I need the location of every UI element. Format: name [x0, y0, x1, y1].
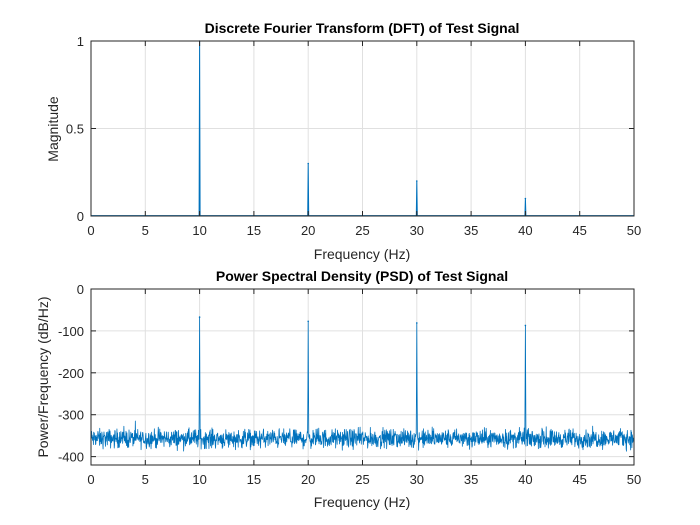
- psd-peak-30hz: [416, 322, 418, 324]
- psd-title: Power Spectral Density (PSD) of Test Sig…: [216, 268, 508, 284]
- psd-xlabel: Frequency (Hz): [314, 494, 410, 510]
- dft-xtick-label: 20: [301, 223, 315, 238]
- dft-xtick-label: 30: [410, 223, 424, 238]
- psd-xtick-label: 35: [464, 472, 478, 487]
- psd-xtick-label: 50: [627, 472, 641, 487]
- psd-xtick-label: 5: [142, 472, 149, 487]
- dft-ytick-label: 0.5: [66, 122, 84, 137]
- psd-peak-40hz: [524, 324, 527, 327]
- dft-xtick-label: 45: [572, 223, 586, 238]
- dft-xtick-label: 15: [247, 223, 261, 238]
- psd-xtick-label: 45: [572, 472, 586, 487]
- psd-xtick-label: 25: [355, 472, 369, 487]
- dft-ytick-label: 0: [77, 209, 84, 224]
- dft-xtick-label: 35: [464, 223, 478, 238]
- psd-ytick-label: -300: [58, 408, 84, 423]
- psd-ylabel: Power/Frequency (dB/Hz): [35, 296, 51, 457]
- dft-chart: Discrete Fourier Transform (DFT) of Test…: [45, 20, 641, 262]
- psd-series-line: [90, 316, 635, 452]
- psd-axes: [90, 288, 635, 466]
- psd-ytick-label: 0: [77, 282, 84, 297]
- psd-chart: Power Spectral Density (PSD) of Test Sig…: [35, 268, 641, 510]
- dft-xtick-label: 50: [627, 223, 641, 238]
- dft-peak-30hz: [416, 180, 418, 182]
- psd-peak-20hz: [307, 320, 310, 323]
- psd-xtick-label: 15: [247, 472, 261, 487]
- dft-xtick-label: 40: [518, 223, 532, 238]
- dft-xtick-label: 25: [355, 223, 369, 238]
- psd-ytick-label: -200: [58, 366, 84, 381]
- dft-peak-20hz: [307, 162, 310, 165]
- dft-xtick-label: 0: [87, 223, 94, 238]
- dft-tick-labels: 0 5 10 15 20 25 30 35 40 45 50 0 0.5 1: [66, 34, 641, 238]
- dft-xlabel: Frequency (Hz): [314, 246, 410, 262]
- dft-title: Discrete Fourier Transform (DFT) of Test…: [205, 20, 520, 36]
- psd-xtick-label: 40: [518, 472, 532, 487]
- psd-tick-labels: 0 5 10 15 20 25 30 35 40 45 50 0 -100 -200 -300 -400: [58, 282, 641, 487]
- psd-xtick-label: 10: [192, 472, 206, 487]
- psd-xtick-label: 30: [410, 472, 424, 487]
- dft-xtick-label: 5: [142, 223, 149, 238]
- psd-xtick-label: 20: [301, 472, 315, 487]
- psd-ytick-label: -100: [58, 324, 84, 339]
- dft-ytick-label: 1: [77, 34, 84, 49]
- dft-xtick-label: 10: [192, 223, 206, 238]
- dft-ylabel: Magnitude: [45, 96, 61, 162]
- psd-series: [90, 316, 635, 452]
- dft-grid: [90, 40, 635, 217]
- psd-peak-10hz: [198, 316, 201, 318]
- psd-ytick-label: -400: [58, 450, 84, 465]
- dft-axes: [90, 40, 635, 217]
- psd-xtick-label: 0: [87, 472, 94, 487]
- dft-peak-40hz: [524, 197, 527, 200]
